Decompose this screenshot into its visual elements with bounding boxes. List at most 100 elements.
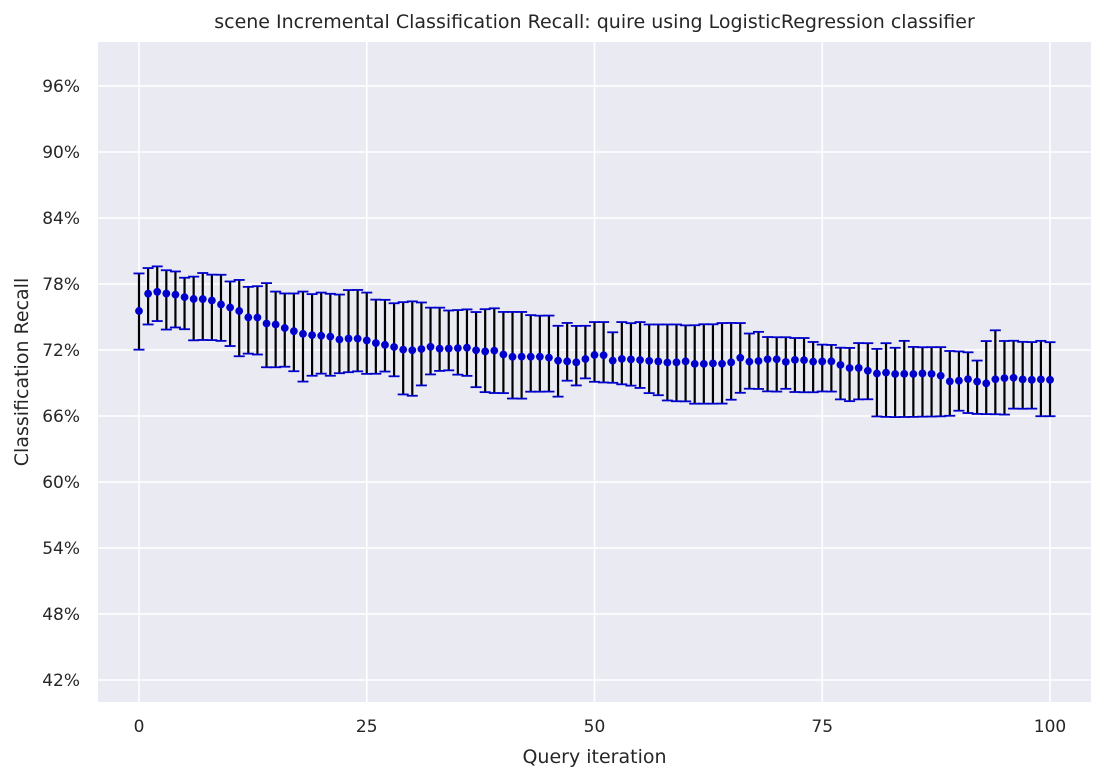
data-point bbox=[690, 359, 699, 368]
data-point bbox=[335, 335, 344, 344]
y-tick-label: 54% bbox=[42, 539, 80, 559]
data-point bbox=[627, 355, 635, 364]
data-point bbox=[535, 352, 544, 361]
data-point bbox=[554, 356, 562, 365]
data-point bbox=[399, 345, 408, 354]
data-point bbox=[326, 332, 335, 341]
data-point bbox=[235, 307, 244, 315]
data-point bbox=[845, 364, 854, 372]
data-point bbox=[964, 375, 972, 384]
data-point bbox=[599, 351, 608, 360]
data-point bbox=[900, 369, 909, 378]
data-point bbox=[353, 334, 362, 343]
data-point bbox=[1027, 375, 1036, 384]
x-tick-label: 50 bbox=[584, 717, 606, 737]
data-point bbox=[636, 356, 644, 364]
data-point bbox=[699, 359, 708, 368]
data-point bbox=[390, 343, 398, 351]
data-point bbox=[526, 352, 535, 361]
data-point bbox=[563, 357, 572, 366]
x-tick-label: 100 bbox=[1034, 717, 1066, 737]
x-tick-label: 25 bbox=[356, 717, 378, 737]
data-point bbox=[927, 369, 936, 378]
data-point bbox=[371, 339, 380, 347]
data-point bbox=[280, 324, 289, 332]
data-point bbox=[818, 357, 827, 366]
data-point bbox=[344, 334, 353, 343]
data-point bbox=[289, 327, 298, 336]
y-tick-label: 90% bbox=[42, 143, 80, 163]
data-point bbox=[144, 289, 153, 298]
data-point bbox=[1009, 373, 1018, 382]
data-point bbox=[198, 295, 207, 303]
data-point bbox=[617, 355, 626, 363]
data-point bbox=[854, 364, 863, 372]
data-point bbox=[1000, 374, 1009, 383]
x-axis-title: Query iteration bbox=[522, 746, 666, 768]
y-axis-title: Classification Recall bbox=[11, 278, 33, 466]
data-point bbox=[781, 357, 790, 366]
data-point bbox=[809, 357, 818, 366]
data-point bbox=[955, 376, 963, 385]
data-point bbox=[381, 340, 389, 349]
data-point bbox=[508, 352, 517, 361]
data-point bbox=[654, 357, 663, 366]
data-point bbox=[772, 355, 781, 364]
data-point bbox=[936, 371, 945, 380]
data-point bbox=[435, 344, 444, 353]
data-point bbox=[180, 293, 189, 301]
y-tick-label: 48% bbox=[42, 605, 80, 625]
data-point bbox=[681, 357, 690, 366]
data-point bbox=[1046, 375, 1054, 384]
data-point bbox=[253, 313, 262, 322]
data-point bbox=[863, 366, 872, 375]
data-point bbox=[472, 346, 480, 355]
data-point bbox=[162, 289, 171, 298]
y-tick-label: 78% bbox=[42, 275, 80, 295]
data-point bbox=[299, 329, 307, 338]
data-point bbox=[171, 290, 180, 299]
y-tick-label: 60% bbox=[42, 473, 80, 493]
data-point bbox=[791, 356, 799, 364]
data-point bbox=[672, 358, 681, 367]
data-point bbox=[982, 379, 991, 388]
data-point bbox=[262, 319, 271, 328]
data-point bbox=[408, 346, 417, 355]
data-point bbox=[991, 375, 1000, 384]
data-point bbox=[763, 355, 772, 364]
data-point bbox=[581, 355, 590, 363]
data-point bbox=[1036, 375, 1045, 384]
data-point bbox=[244, 313, 253, 322]
data-point bbox=[754, 357, 763, 365]
data-point bbox=[945, 377, 954, 386]
data-point bbox=[836, 360, 845, 369]
data-point bbox=[663, 358, 672, 367]
data-point bbox=[189, 295, 198, 303]
data-point bbox=[426, 342, 435, 351]
y-tick-label: 42% bbox=[42, 671, 80, 691]
data-point bbox=[153, 287, 162, 296]
data-point bbox=[590, 351, 599, 359]
data-point bbox=[271, 320, 280, 329]
data-point bbox=[490, 346, 499, 355]
data-point bbox=[207, 296, 216, 305]
data-point bbox=[517, 352, 526, 361]
data-points bbox=[135, 287, 1054, 388]
data-point bbox=[909, 370, 918, 378]
data-point bbox=[444, 344, 453, 353]
y-tick-label: 66% bbox=[42, 407, 80, 427]
data-point bbox=[736, 353, 745, 362]
chart-title: scene Incremental Classification Recall:… bbox=[214, 11, 975, 33]
data-point bbox=[745, 357, 754, 366]
data-point bbox=[317, 331, 326, 340]
data-point bbox=[481, 347, 490, 356]
y-tick-label: 96% bbox=[42, 77, 80, 97]
data-point bbox=[417, 345, 426, 353]
x-tick-label: 0 bbox=[134, 717, 145, 737]
data-point bbox=[918, 369, 927, 378]
tick-labels: 0 25 50 75 100 42% 48% 54% 60% 66% 72% 78% 84% 90% 96% bbox=[42, 77, 1066, 737]
data-point bbox=[882, 368, 890, 377]
data-point bbox=[499, 350, 508, 359]
data-point bbox=[135, 307, 143, 315]
data-point bbox=[718, 359, 726, 368]
